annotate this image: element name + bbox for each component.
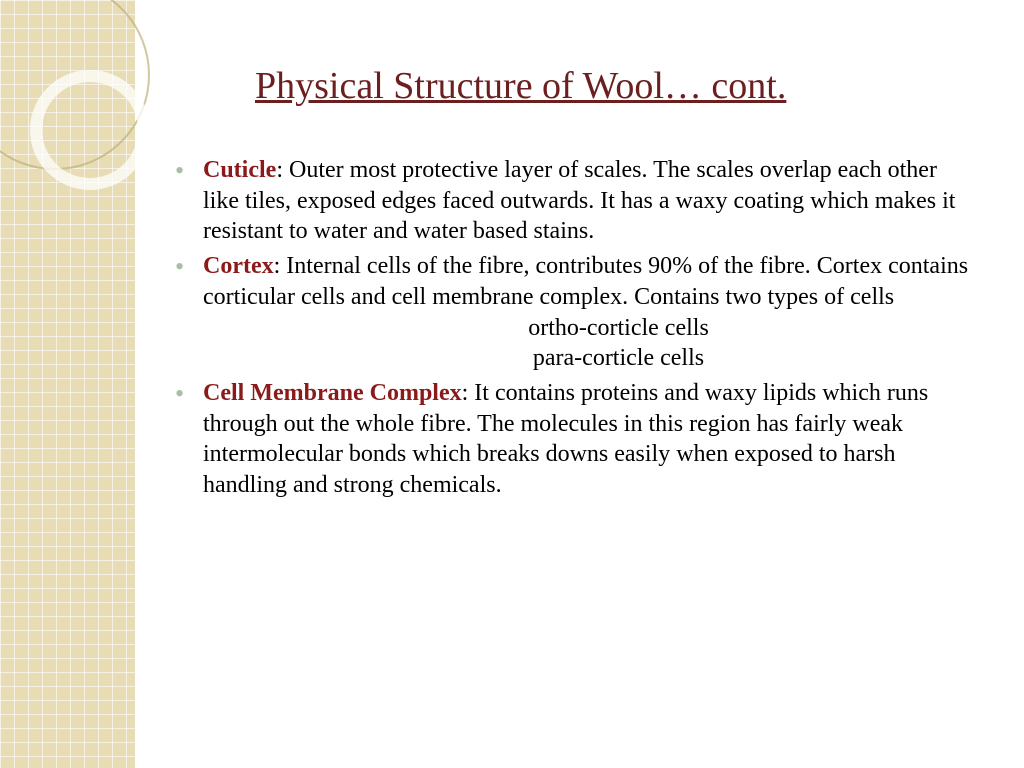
body-text: : Outer most protective layer of scales.…	[203, 157, 955, 244]
bullet-list: Cuticle: Outer most protective layer of …	[175, 155, 974, 501]
term-cortex: Cortex	[203, 253, 274, 279]
sub-item: ortho-corticle cells	[263, 313, 974, 344]
list-item: Cuticle: Outer most protective layer of …	[175, 155, 974, 247]
body-text: : Internal cells of the fibre, contribut…	[203, 253, 968, 310]
slide-title: Physical Structure of Wool… cont.	[255, 64, 984, 108]
term-cuticle: Cuticle	[203, 157, 276, 183]
slide-content: Cuticle: Outer most protective layer of …	[175, 155, 974, 505]
term-cell-membrane: Cell Membrane Complex	[203, 380, 462, 406]
sub-item: para-corticle cells	[263, 343, 974, 374]
list-item: Cell Membrane Complex: It contains prote…	[175, 378, 974, 501]
list-item: Cortex: Internal cells of the fibre, con…	[175, 251, 974, 374]
decorative-circle-inner	[30, 70, 150, 190]
